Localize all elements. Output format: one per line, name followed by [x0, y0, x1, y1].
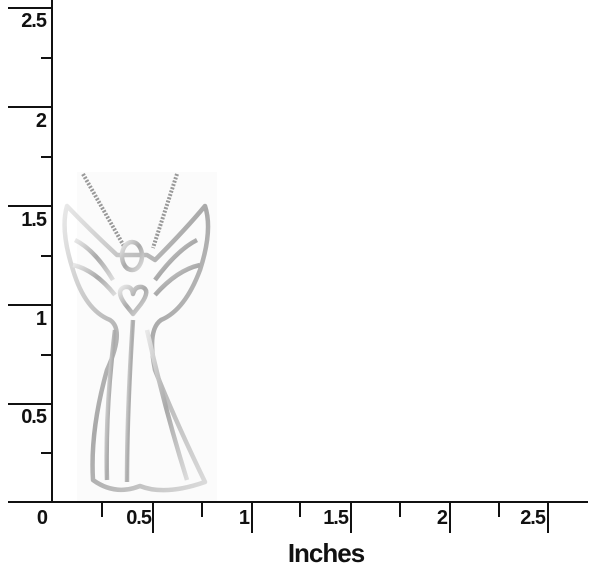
vertical-ruler-axis: [51, 0, 53, 503]
angel-pendant-photo: [62, 172, 217, 502]
x-tick-label: 0: [36, 507, 48, 529]
x-minor-tick: [399, 503, 401, 517]
x-tick-label: 2.5: [520, 507, 546, 529]
y-minor-tick: [41, 452, 52, 454]
y-minor-tick: [41, 354, 52, 356]
y-tick-label: 1.5: [21, 209, 47, 231]
x-major-tick: [547, 502, 549, 533]
x-major-tick: [449, 502, 451, 533]
x-tick-label: 1: [238, 507, 250, 529]
y-major-tick: [8, 7, 52, 9]
y-major-tick: [8, 106, 52, 108]
unit-label: Inches: [287, 538, 365, 568]
horizontal-ruler-axis: [8, 501, 588, 503]
x-major-tick: [350, 502, 352, 533]
y-major-tick: [8, 205, 52, 207]
x-minor-tick: [201, 503, 203, 517]
x-tick-label: 0.5: [126, 507, 152, 529]
x-tick-label: 2: [436, 507, 448, 529]
y-tick-label: 2: [35, 110, 47, 132]
y-major-tick: [8, 304, 52, 306]
x-tick-label: 1.5: [323, 507, 349, 529]
y-minor-tick: [41, 255, 52, 257]
y-tick-label: 0.5: [21, 406, 47, 428]
x-minor-tick: [498, 503, 500, 517]
y-tick-label: 2.5: [21, 10, 47, 32]
y-minor-tick: [41, 57, 52, 59]
x-major-tick: [152, 502, 154, 533]
y-tick-label: 1: [35, 308, 47, 330]
y-minor-tick: [41, 156, 52, 158]
x-minor-tick: [299, 503, 301, 517]
y-major-tick: [8, 403, 52, 405]
x-minor-tick: [101, 503, 103, 517]
x-major-tick: [251, 502, 253, 533]
